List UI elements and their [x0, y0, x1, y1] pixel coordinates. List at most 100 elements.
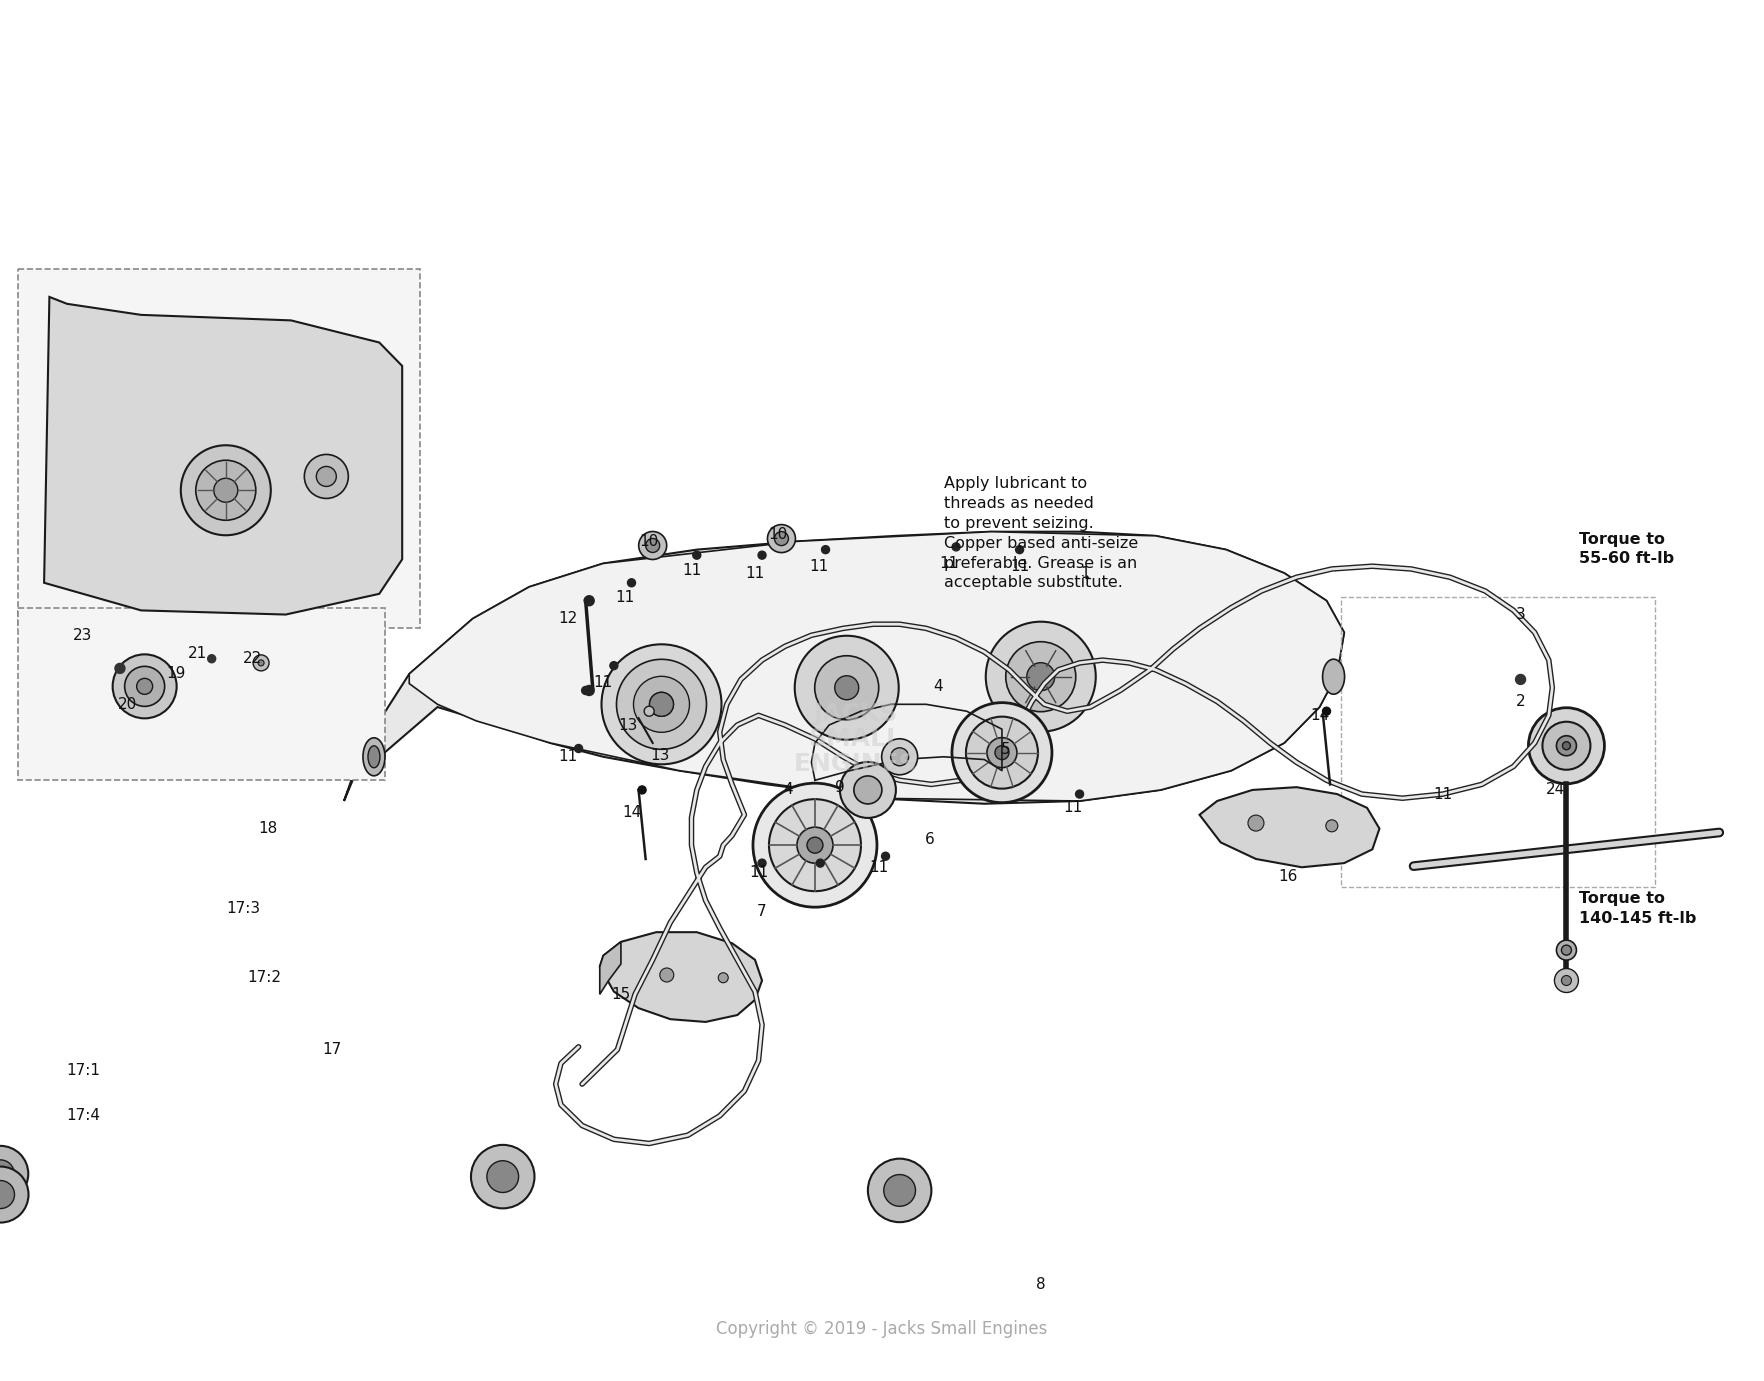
Circle shape — [1247, 815, 1265, 831]
Ellipse shape — [369, 746, 379, 768]
Text: 6: 6 — [924, 833, 935, 847]
Circle shape — [213, 478, 238, 503]
Circle shape — [953, 543, 960, 551]
Circle shape — [610, 652, 713, 757]
Text: 21: 21 — [189, 646, 206, 660]
Circle shape — [1528, 707, 1605, 784]
Circle shape — [1554, 968, 1579, 993]
Circle shape — [115, 663, 125, 674]
Polygon shape — [600, 932, 762, 1022]
Circle shape — [1016, 545, 1023, 554]
Text: 17:1: 17:1 — [65, 1063, 101, 1077]
Circle shape — [584, 595, 594, 606]
Bar — [18, 608, 385, 780]
Text: 15: 15 — [612, 987, 630, 1001]
Text: 2: 2 — [1515, 695, 1526, 708]
Text: 11: 11 — [1434, 787, 1452, 801]
Circle shape — [582, 686, 589, 695]
Circle shape — [1076, 790, 1083, 798]
Text: 20: 20 — [118, 697, 136, 711]
Circle shape — [639, 532, 667, 559]
Polygon shape — [344, 532, 1344, 804]
Circle shape — [986, 621, 1095, 732]
Circle shape — [252, 655, 270, 671]
Circle shape — [693, 551, 700, 559]
Circle shape — [953, 703, 1051, 802]
Circle shape — [774, 532, 789, 545]
Text: 11: 11 — [750, 866, 767, 880]
Circle shape — [649, 692, 674, 717]
Text: 11: 11 — [746, 566, 764, 580]
Polygon shape — [409, 532, 1344, 801]
Polygon shape — [44, 297, 402, 615]
Text: 17:2: 17:2 — [247, 971, 282, 985]
Text: 11: 11 — [940, 557, 958, 570]
Text: 5: 5 — [1000, 743, 1011, 757]
Text: ENGINES: ENGINES — [794, 753, 917, 776]
Circle shape — [718, 972, 729, 983]
Circle shape — [602, 645, 721, 764]
Circle shape — [769, 800, 861, 891]
Circle shape — [630, 673, 693, 736]
Circle shape — [1542, 722, 1591, 769]
Text: 7: 7 — [757, 905, 767, 918]
Text: 10: 10 — [640, 534, 658, 548]
Circle shape — [1327, 820, 1337, 831]
Circle shape — [806, 837, 824, 853]
Text: Torque to
55-60 ft-lb: Torque to 55-60 ft-lb — [1579, 532, 1674, 566]
Text: 11: 11 — [1064, 801, 1081, 815]
Ellipse shape — [1323, 659, 1344, 695]
Text: 24: 24 — [1547, 783, 1565, 797]
Circle shape — [834, 675, 859, 700]
Circle shape — [995, 746, 1009, 760]
Circle shape — [0, 1181, 14, 1208]
Text: 11: 11 — [1011, 559, 1028, 573]
Circle shape — [628, 579, 635, 587]
Circle shape — [986, 737, 1018, 768]
Circle shape — [815, 656, 878, 720]
Circle shape — [796, 635, 898, 740]
Bar — [18, 269, 420, 628]
Circle shape — [840, 762, 896, 818]
Text: 14: 14 — [623, 805, 640, 819]
Circle shape — [817, 859, 824, 867]
Text: 22: 22 — [243, 652, 261, 666]
Circle shape — [0, 1160, 14, 1188]
Text: 4: 4 — [783, 783, 794, 797]
Circle shape — [646, 539, 660, 552]
Circle shape — [584, 685, 594, 696]
Circle shape — [882, 739, 917, 775]
Text: Torque to
140-145 ft-lb: Torque to 140-145 ft-lb — [1579, 891, 1697, 925]
Text: 19: 19 — [168, 667, 185, 681]
Text: 14: 14 — [1311, 708, 1328, 722]
Circle shape — [0, 1167, 28, 1222]
Text: 9: 9 — [834, 780, 845, 794]
Circle shape — [196, 460, 256, 521]
Circle shape — [616, 659, 707, 750]
Circle shape — [316, 467, 337, 486]
Circle shape — [258, 660, 265, 666]
Circle shape — [759, 551, 766, 559]
Circle shape — [797, 827, 833, 863]
Text: 11: 11 — [594, 675, 612, 689]
Text: 12: 12 — [559, 612, 577, 626]
Circle shape — [660, 968, 674, 982]
Text: 18: 18 — [259, 822, 277, 836]
Text: JACKS: JACKS — [813, 702, 898, 725]
Circle shape — [125, 667, 164, 706]
Text: SMALL: SMALL — [808, 726, 903, 751]
Text: 11: 11 — [810, 559, 827, 573]
Circle shape — [0, 1146, 28, 1201]
Circle shape — [1005, 642, 1076, 711]
Text: 17:3: 17:3 — [226, 902, 261, 916]
Ellipse shape — [363, 737, 385, 776]
Circle shape — [1563, 742, 1570, 750]
Text: 4: 4 — [933, 679, 944, 693]
Circle shape — [208, 655, 215, 663]
Text: 23: 23 — [74, 628, 92, 642]
Circle shape — [753, 783, 877, 907]
Circle shape — [649, 692, 674, 717]
Circle shape — [759, 859, 766, 867]
Circle shape — [1027, 663, 1055, 690]
Text: 10: 10 — [769, 528, 787, 541]
